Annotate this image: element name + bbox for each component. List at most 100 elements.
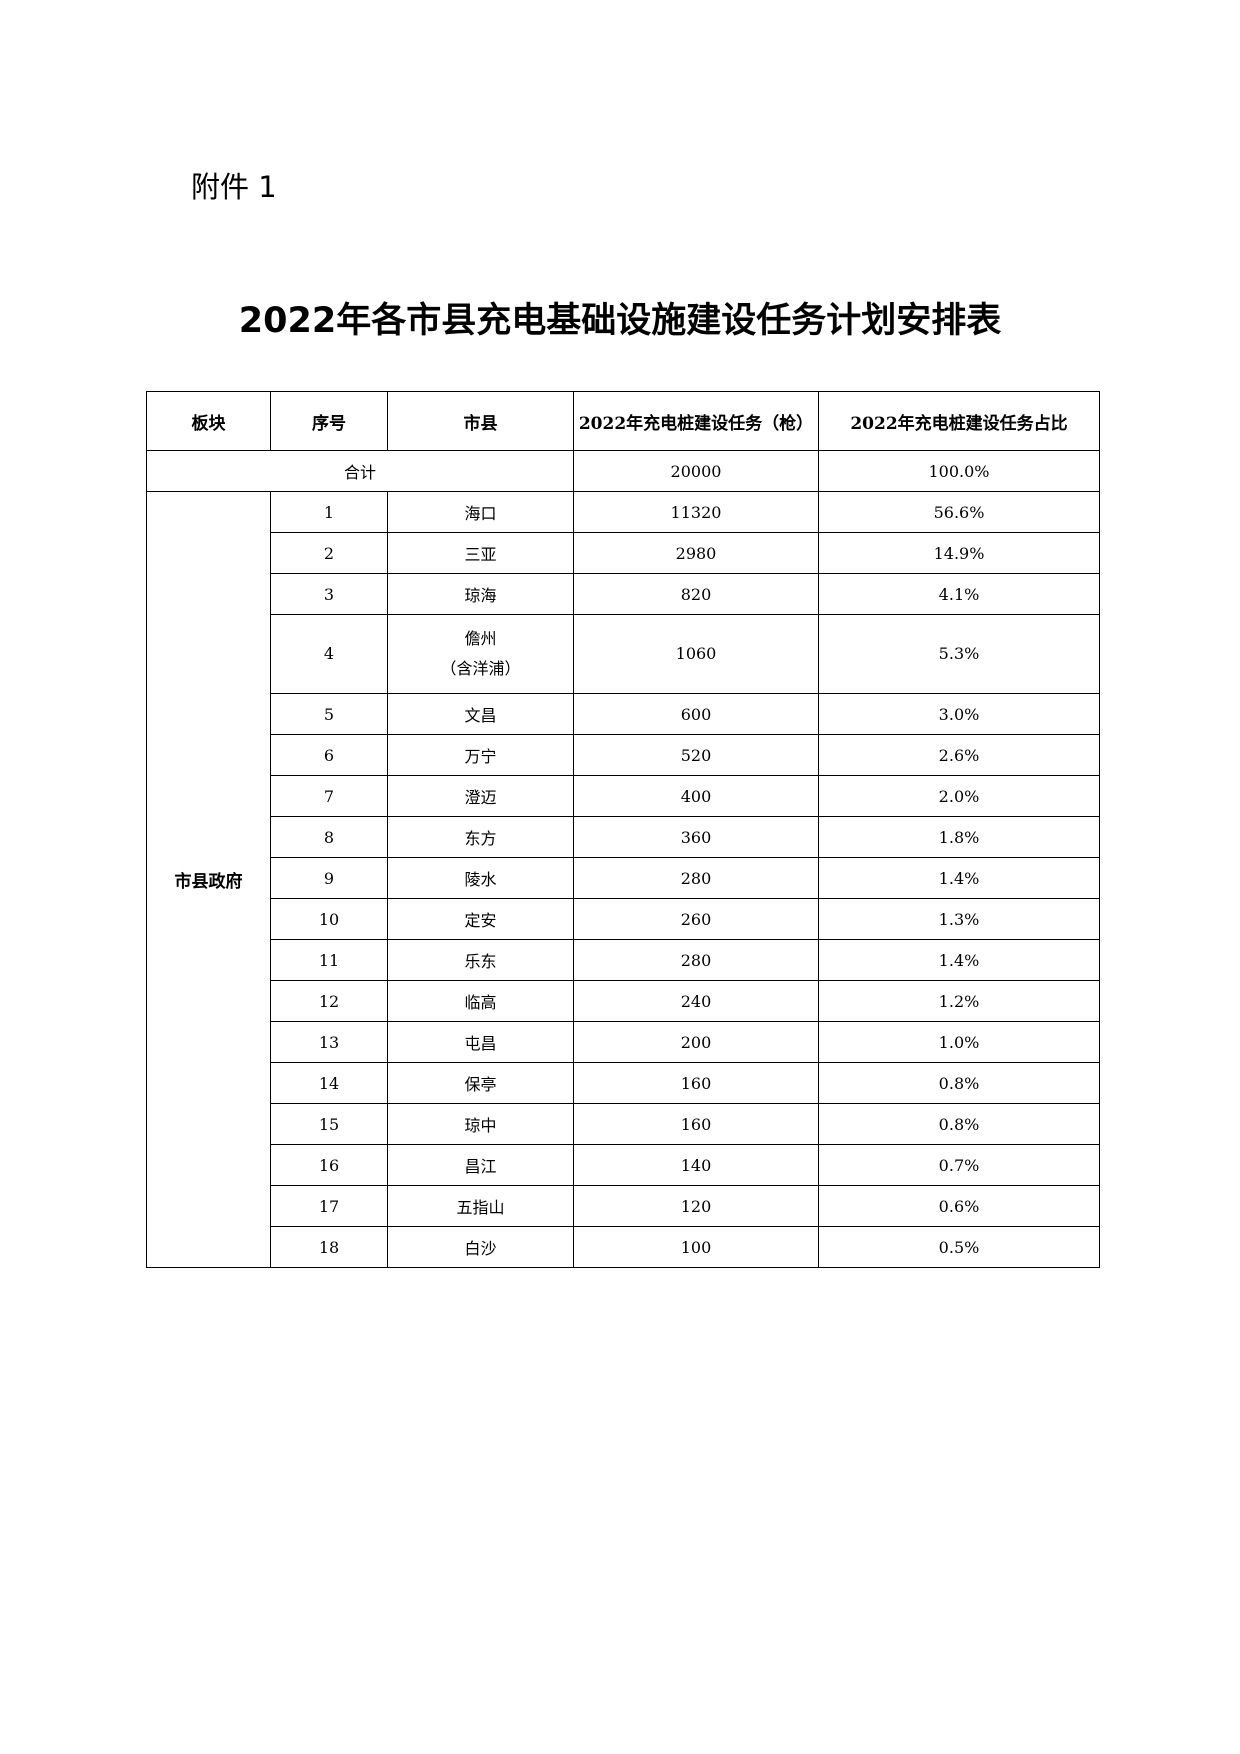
- share-cell: 1.4%: [818, 939, 1100, 981]
- total-count: 20000: [573, 450, 819, 492]
- city-cell: 万宁: [387, 734, 574, 776]
- share-cell: 4.1%: [818, 573, 1100, 615]
- table-row: 13 屯昌 200 1.0%: [147, 1021, 1100, 1063]
- table-row: 7 澄迈 400 2.0%: [147, 775, 1100, 817]
- city-cell: 海口: [387, 491, 574, 533]
- table-row: 3 琼海 820 4.1%: [147, 573, 1100, 615]
- city-cell: 屯昌: [387, 1021, 574, 1063]
- table-row: 17 五指山 120 0.6%: [147, 1185, 1100, 1227]
- row-number: 14: [270, 1062, 388, 1104]
- row-number: 10: [270, 898, 388, 940]
- row-number: 3: [270, 573, 388, 615]
- block-cell: 市县政府: [146, 491, 271, 1268]
- count-cell: 520: [573, 734, 819, 776]
- count-cell: 160: [573, 1062, 819, 1104]
- city-note: （含洋浦）: [440, 659, 521, 678]
- row-number: 13: [270, 1021, 388, 1063]
- count-cell: 360: [573, 816, 819, 858]
- count-cell: 280: [573, 857, 819, 899]
- table-row: 12 临高 240 1.2%: [147, 980, 1100, 1022]
- city-cell: 儋州 （含洋浦）: [387, 614, 574, 694]
- table-row: 16 昌江 140 0.7%: [147, 1144, 1100, 1186]
- table-row: 11 乐东 280 1.4%: [147, 939, 1100, 981]
- count-cell: 1060: [573, 614, 819, 694]
- count-cell: 280: [573, 939, 819, 981]
- count-cell: 820: [573, 573, 819, 615]
- city-cell: 临高: [387, 980, 574, 1022]
- count-cell: 100: [573, 1226, 819, 1268]
- count-cell: 400: [573, 775, 819, 817]
- table-row: 8 东方 360 1.8%: [147, 816, 1100, 858]
- city-name: 儋州: [464, 628, 497, 648]
- row-number: 16: [270, 1144, 388, 1186]
- share-cell: 0.8%: [818, 1103, 1100, 1145]
- row-number: 8: [270, 816, 388, 858]
- row-number: 6: [270, 734, 388, 776]
- share-cell: 0.7%: [818, 1144, 1100, 1186]
- row-number: 18: [270, 1226, 388, 1268]
- row-number: 4: [270, 614, 388, 694]
- city-cell: 白沙: [387, 1226, 574, 1268]
- city-cell: 三亚: [387, 532, 574, 574]
- city-cell: 琼海: [387, 573, 574, 615]
- share-cell: 0.5%: [818, 1226, 1100, 1268]
- share-cell: 0.6%: [818, 1185, 1100, 1227]
- header-cell: 序号: [270, 391, 388, 451]
- row-number: 7: [270, 775, 388, 817]
- table-row: 5 文昌 600 3.0%: [147, 693, 1100, 735]
- count-cell: 2980: [573, 532, 819, 574]
- share-cell: 14.9%: [818, 532, 1100, 574]
- city-cell: 定安: [387, 898, 574, 940]
- table-row: 14 保亭 160 0.8%: [147, 1062, 1100, 1104]
- table-row: 18 白沙 100 0.5%: [147, 1226, 1100, 1268]
- table-row: 10 定安 260 1.3%: [147, 898, 1100, 940]
- city-cell: 陵水: [387, 857, 574, 899]
- attachment-label: 附件 1: [191, 170, 277, 204]
- share-cell: 2.6%: [818, 734, 1100, 776]
- count-cell: 240: [573, 980, 819, 1022]
- share-cell: 1.2%: [818, 980, 1100, 1022]
- share-cell: 1.0%: [818, 1021, 1100, 1063]
- table-row: 市县政府 1 海口 11320 56.6%: [146, 491, 1100, 1268]
- city-cell: 东方: [387, 816, 574, 858]
- count-cell: 260: [573, 898, 819, 940]
- city-cell: 五指山: [387, 1185, 574, 1227]
- share-cell: 0.8%: [818, 1062, 1100, 1104]
- total-share: 100.0%: [818, 450, 1100, 492]
- city-cell: 昌江: [387, 1144, 574, 1186]
- city-cell: 文昌: [387, 693, 574, 735]
- share-cell: 3.0%: [818, 693, 1100, 735]
- city-cell: 保亭: [387, 1062, 574, 1104]
- row-number: 12: [270, 980, 388, 1022]
- header-cell: 2022年充电桩建设任务占比: [818, 391, 1100, 451]
- header-row: 板块 序号 市县 2022年充电桩建设任务（枪） 2022年充电桩建设任务占比: [146, 391, 1100, 451]
- share-cell: 2.0%: [818, 775, 1100, 817]
- row-number: 2: [270, 532, 388, 574]
- header-cell: 市县: [387, 391, 574, 451]
- share-cell: 56.6%: [818, 491, 1100, 533]
- table-row: 15 琼中 160 0.8%: [147, 1103, 1100, 1145]
- task-table: 板块 序号 市县 2022年充电桩建设任务（枪） 2022年充电桩建设任务占比 …: [146, 391, 1100, 1268]
- row-number: 5: [270, 693, 388, 735]
- row-number: 17: [270, 1185, 388, 1227]
- count-cell: 600: [573, 693, 819, 735]
- table-row: 6 万宁 520 2.6%: [147, 734, 1100, 776]
- count-cell: 11320: [573, 491, 819, 533]
- city-cell: 乐东: [387, 939, 574, 981]
- share-cell: 1.8%: [818, 816, 1100, 858]
- count-cell: 200: [573, 1021, 819, 1063]
- row-number: 15: [270, 1103, 388, 1145]
- city-cell: 澄迈: [387, 775, 574, 817]
- table-row: 2 三亚 2980 14.9%: [147, 532, 1100, 574]
- row-number: 11: [270, 939, 388, 981]
- total-label: 合计: [146, 450, 574, 492]
- document-title: 2022年各市县充电基础设施建设任务计划安排表: [238, 301, 1002, 341]
- city-cell: 琼中: [387, 1103, 574, 1145]
- header-cell: 板块: [146, 391, 271, 451]
- share-cell: 5.3%: [818, 614, 1100, 694]
- table-row: 9 陵水 280 1.4%: [147, 857, 1100, 899]
- header-cell: 2022年充电桩建设任务（枪）: [573, 391, 819, 451]
- total-row: 合计 20000 100.0%: [146, 450, 1100, 492]
- count-cell: 120: [573, 1185, 819, 1227]
